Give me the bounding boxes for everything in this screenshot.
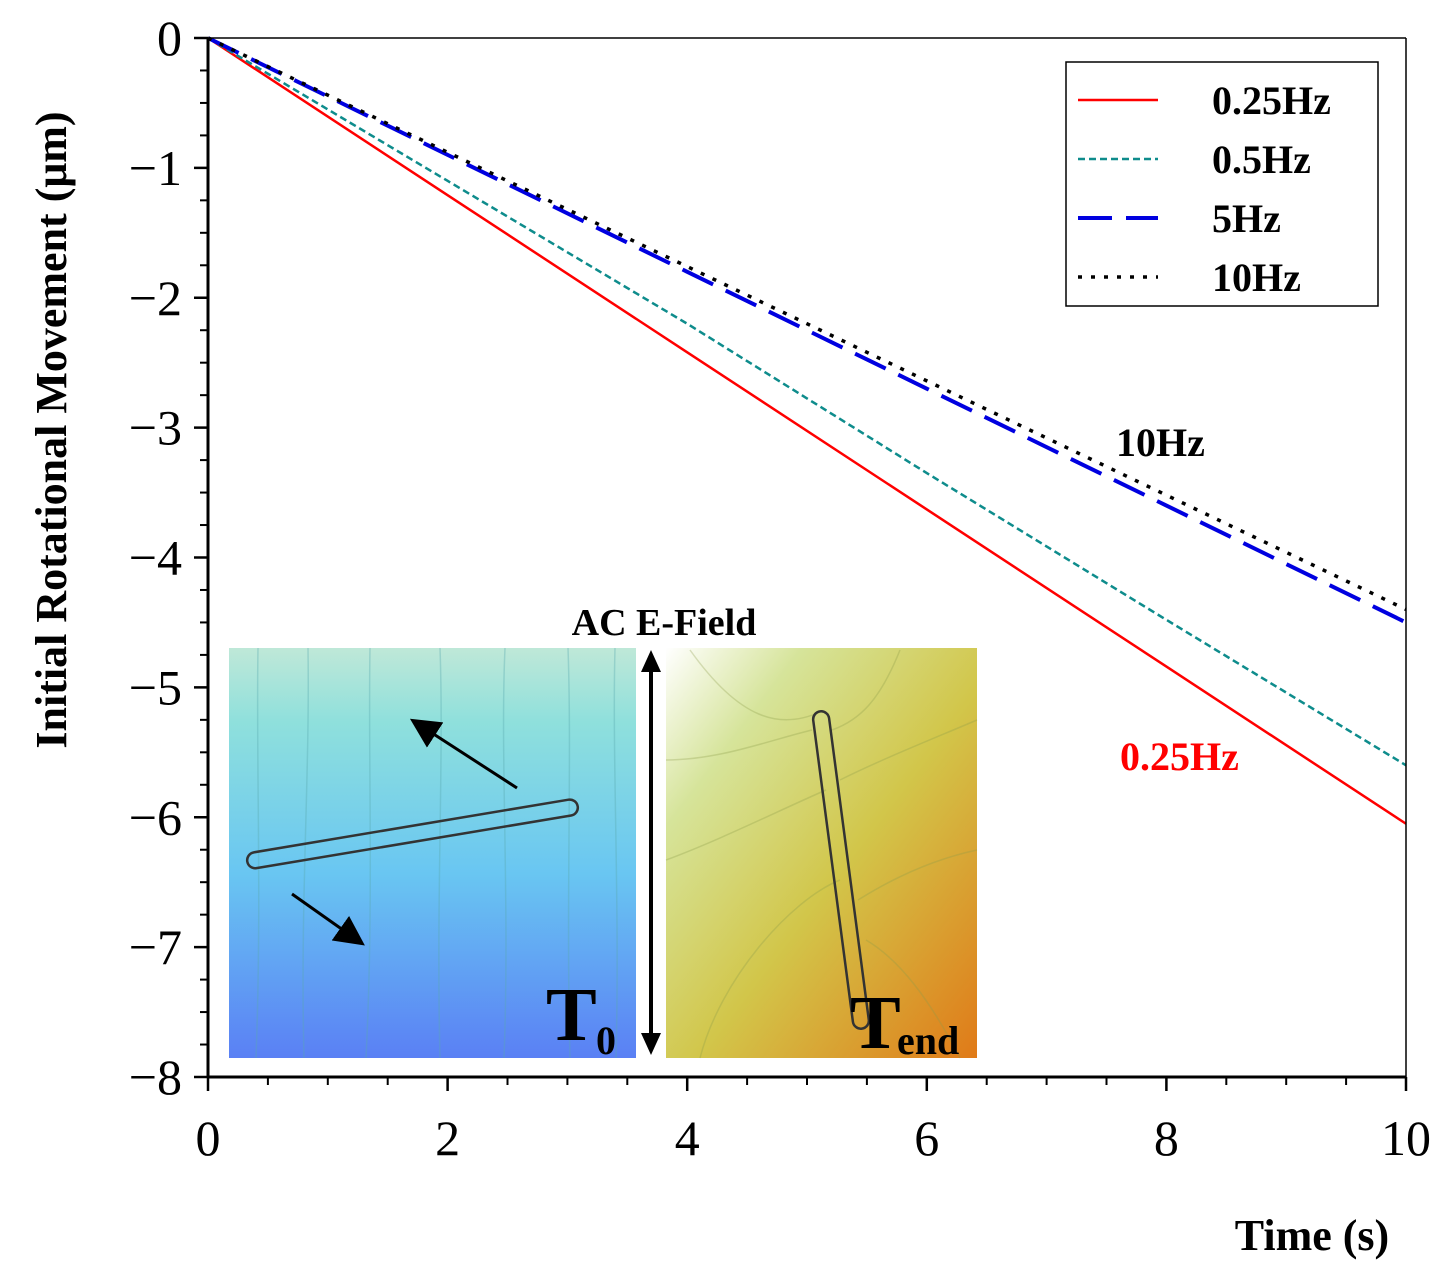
annotation-025hz: 0.25Hz — [1120, 734, 1239, 779]
legend-label: 5Hz — [1212, 196, 1281, 241]
label-tend-sub: end — [897, 1018, 959, 1063]
y-tick-label: −8 — [129, 1049, 182, 1105]
y-tick-label: −6 — [129, 789, 182, 845]
legend-label: 10Hz — [1212, 255, 1301, 300]
field-arrow-bottom-head-icon — [641, 1033, 661, 1055]
x-tick-label: 4 — [675, 1110, 700, 1166]
y-tick-label: −4 — [129, 530, 182, 586]
series-line-05hz — [207, 36, 1407, 767]
legend-label: 0.5Hz — [1212, 137, 1311, 182]
field-label: AC E-Field — [572, 602, 757, 644]
rod-t0 — [245, 798, 580, 870]
x-tick-label: 10 — [1381, 1110, 1431, 1166]
x-axis-title: Time (s) — [1235, 1211, 1389, 1260]
label-tend: T — [850, 981, 901, 1065]
rotation-arrow-up-icon — [409, 718, 518, 790]
inset-group: T 0 T end AC E-Field — [229, 602, 978, 1065]
series-layer — [207, 36, 1407, 825]
x-tick-label: 0 — [196, 1110, 221, 1166]
y-tick-label: −1 — [129, 140, 182, 196]
rod-tend — [811, 710, 871, 1030]
y-axis-title: Initial Rotational Movement (μm) — [27, 111, 76, 748]
annotation-10hz: 10Hz — [1116, 420, 1205, 465]
series-line-025hz — [207, 36, 1407, 825]
series-line-10hz — [207, 36, 1407, 612]
y-tick-label: −5 — [129, 659, 182, 715]
y-tick-label: −2 — [129, 270, 182, 326]
y-tick-label: −3 — [129, 400, 182, 456]
legend: 0.25Hz 0.5Hz 5Hz 10Hz — [1065, 61, 1379, 307]
legend-box — [1065, 61, 1379, 307]
inset-t0-panel: T 0 — [229, 647, 636, 1063]
y-tick-label: 0 — [157, 10, 182, 66]
x-tick-label: 6 — [914, 1110, 939, 1166]
series-line-5hz — [207, 36, 1407, 625]
ticks-layer: 0 2 4 6 8 10 0 −1 −2 −3 −4 −5 −6 −7 −8 — [129, 10, 1431, 1166]
field-arrow-top-head-icon — [641, 650, 661, 672]
legend-label: 0.25Hz — [1212, 78, 1331, 123]
label-t0-sub: 0 — [596, 1018, 616, 1063]
label-t0: T — [546, 973, 597, 1057]
x-tick-label: 2 — [435, 1110, 460, 1166]
inset-tend-panel: T end — [665, 648, 978, 1065]
y-tick-label: −7 — [129, 919, 182, 975]
rotation-arrow-down-icon — [291, 892, 365, 946]
x-tick-label: 8 — [1154, 1110, 1179, 1166]
legend-items: 0.25Hz 0.5Hz 5Hz 10Hz — [1078, 78, 1331, 300]
